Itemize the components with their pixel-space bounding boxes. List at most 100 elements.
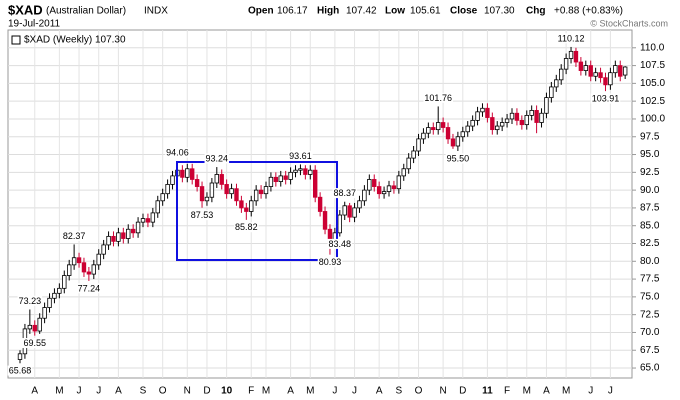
candle-body [219,174,224,185]
candle-body [303,168,308,175]
low-label: Low [385,6,405,17]
candle-body [101,244,106,255]
candle-body [32,324,37,332]
x-tick-label: F [248,386,254,397]
candle-body [253,189,259,202]
candle-body [67,264,72,276]
candle-body [573,50,579,63]
candle-body [155,200,160,214]
candle-body [593,72,598,77]
candle-body [495,125,500,131]
candle-body [199,186,205,202]
candle-body [170,175,175,185]
x-tick-label: O [159,386,167,397]
candle-body [603,77,608,86]
price-annotation: 110.12 [558,33,585,43]
candle-body [618,65,623,77]
candle-body [268,176,274,187]
candle-body [126,228,131,239]
y-tick-label: 67.5 [640,345,660,356]
x-tick-label: J [332,386,337,397]
candle-body [263,186,269,195]
candle-body [362,189,367,202]
annotation-bg [22,338,48,349]
y-tick-label: 105.0 [640,78,665,89]
x-tick-label: D [203,386,210,397]
candle-body [608,72,613,86]
y-tick-label: 82.5 [640,238,660,249]
y-tick-label: 97.5 [640,131,660,142]
candle-body [293,169,298,173]
candle-body [519,119,525,126]
y-tick-label: 87.5 [640,203,660,214]
candle-body [52,292,57,299]
candle-body [347,205,352,218]
candle-body [308,169,313,175]
annotation-bg [556,33,586,44]
candle-body [613,65,618,74]
x-tick-label: N [440,386,447,397]
y-tick-label: 77.5 [640,274,660,285]
candle-body [499,122,505,127]
candle-body [559,68,564,81]
x-tick-label: A [376,386,383,397]
y-tick-label: 110.0 [640,42,665,53]
y-tick-label: 80.0 [640,256,660,267]
candle-body [509,112,515,120]
x-tick-label: A [31,386,38,397]
candle-body [239,200,244,209]
x-tick-label: A [543,386,550,397]
open-value: 106.17 [277,6,308,17]
x-tick-label: D [459,386,466,397]
candle-body [367,179,372,191]
candle-body [17,353,23,360]
price-annotation: 93.24 [206,153,229,163]
candle-body [312,169,318,198]
candle-body [578,61,584,71]
candle-body [288,171,293,180]
candle-body [62,275,67,289]
candle-body [130,228,136,234]
annotation-bg [61,230,87,241]
candle-body [121,232,126,239]
candle-body [396,175,402,190]
candle-body [435,122,441,131]
x-tick-label: 11 [482,386,493,397]
change-value: +0.88 (+0.83%) [554,6,623,17]
date: 19-Jul-2011 [8,19,61,30]
y-tick-label: 70.0 [640,327,660,338]
annotation-bg [327,238,353,249]
x-tick-label: A [287,386,294,397]
x-tick-label: N [184,386,191,397]
candle-body [460,131,465,138]
candle-body [431,127,436,131]
high-label: High [317,6,339,17]
candle-body [372,179,377,187]
candle-body [249,200,254,212]
close-value: 107.30 [484,6,515,17]
y-tick-label: 107.5 [640,60,665,71]
candle-body [411,150,416,159]
candle-body [490,117,495,131]
annotation-bg [590,93,621,104]
legend-icon [11,35,21,45]
price-annotation: 88.37 [333,188,356,198]
candle-body [209,182,215,198]
x-tick-label: 10 [221,386,233,397]
candle-body [165,184,170,195]
symbol: $XAD [8,2,43,17]
candle-body [357,200,362,209]
candle-body [71,257,77,266]
x-tick-label: M [262,386,270,397]
x-tick-label: J [352,386,357,397]
x-tick-label: F [504,386,510,397]
x-tick-label: J [96,386,101,397]
candle-body [76,257,82,264]
y-tick-label: 85.0 [640,220,660,231]
x-tick-label: S [396,386,403,397]
y-tick-label: 90.0 [640,185,660,196]
candle-body [504,118,510,123]
price-annotation: 93.61 [289,151,312,161]
candle-body [440,122,446,128]
